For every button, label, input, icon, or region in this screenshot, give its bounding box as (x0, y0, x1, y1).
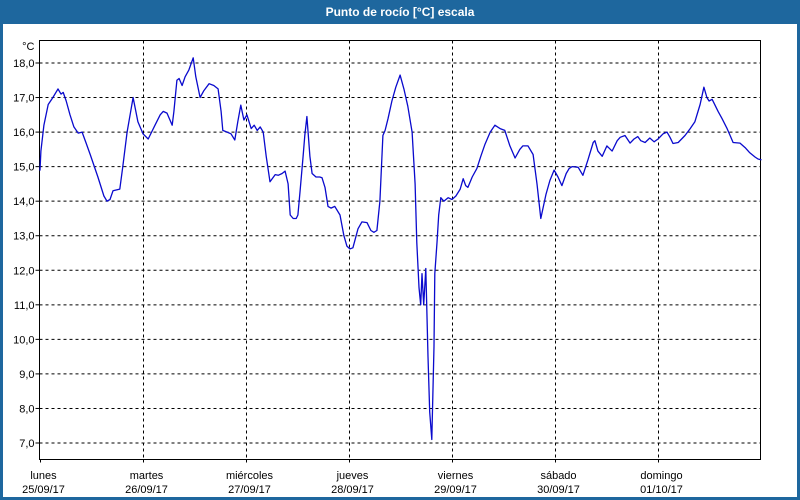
day-date-label: 26/09/17 (125, 484, 168, 496)
y-tick-label: 8,0 (19, 403, 34, 415)
day-date-label: 01/10/17 (640, 484, 683, 496)
y-tick-label: 7,0 (19, 438, 34, 450)
day-date-label: 28/09/17 (331, 484, 374, 496)
day-date-label: 29/09/17 (434, 484, 477, 496)
day-name-label: miércoles (226, 470, 274, 482)
title-bar: Punto de rocío [°C] escala (0, 0, 800, 24)
day-date-label: 25/09/17 (22, 484, 65, 496)
day-date-label: 27/09/17 (228, 484, 271, 496)
day-name-label: domingo (640, 470, 682, 482)
day-name-label: jueves (336, 470, 369, 482)
y-tick-label: 10,0 (13, 334, 34, 346)
plot-border (39, 40, 761, 460)
y-tick-label: 13,0 (13, 231, 34, 243)
y-axis-unit-label: °C (22, 41, 34, 53)
day-date-label: 30/09/17 (537, 484, 580, 496)
y-tick-label: 17,0 (13, 93, 34, 105)
y-tick-label: 15,0 (13, 162, 34, 174)
y-tick-label: 18,0 (13, 58, 34, 70)
y-tick-label: 11,0 (14, 300, 35, 312)
day-name-label: martes (130, 470, 164, 482)
day-name-label: lunes (30, 470, 57, 482)
y-tick-label: 16,0 (13, 127, 34, 139)
day-name-label: viernes (438, 470, 474, 482)
y-tick-label: 14,0 (13, 196, 34, 208)
chart-title: Punto de rocío [°C] escala (325, 5, 475, 19)
dew-point-line (39, 57, 762, 441)
y-tick-label: 12,0 (13, 265, 34, 277)
day-name-label: sábado (540, 470, 576, 482)
y-tick-label: 9,0 (19, 369, 34, 381)
